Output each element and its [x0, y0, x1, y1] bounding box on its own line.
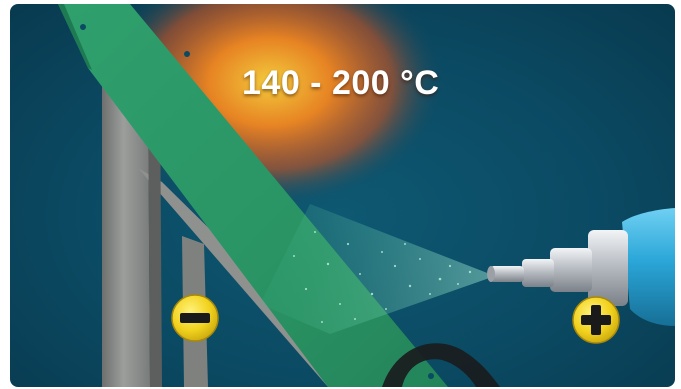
spray-gun-body [622, 208, 675, 326]
powder-coating-scene: 140 - 200 °C [10, 4, 675, 387]
illustration [58, 4, 675, 387]
spray-gun-nozzle-base [550, 248, 592, 292]
powder-particles [293, 231, 472, 323]
panel-hole [80, 24, 86, 30]
temperature-label: 140 - 200 °C [242, 64, 440, 102]
powder-spray [260, 204, 495, 334]
rack-post [102, 82, 150, 387]
coated-panel-edge [58, 4, 92, 70]
negative-badge [171, 294, 219, 342]
spray-gun-nozzle [522, 259, 554, 287]
panel-hole [184, 51, 190, 57]
panel-hole [428, 373, 434, 379]
spray-gun-collar [588, 230, 628, 306]
spray-gun-tip [490, 266, 524, 282]
positive-badge [572, 296, 620, 344]
hanging-hook [382, 343, 500, 387]
spray-gun-tip-end [487, 266, 495, 282]
